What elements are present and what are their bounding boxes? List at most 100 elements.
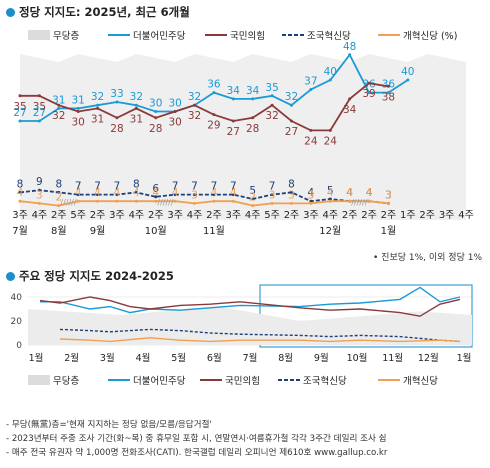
data-label: 30 (168, 117, 181, 129)
data-point (386, 84, 390, 88)
data-point (37, 94, 41, 98)
bullet-dot-icon (6, 271, 15, 281)
data-point (289, 119, 293, 123)
data-point (76, 106, 80, 110)
data-point (386, 201, 390, 205)
month-label: 9월 (90, 225, 106, 237)
data-label: 36 (207, 79, 221, 91)
x-tick-label: 3주 (303, 210, 319, 221)
x-tick-label: 2주 (51, 210, 67, 221)
data-point (270, 103, 274, 107)
x-tick-label: 3주 (439, 210, 455, 221)
month-label: 12월 (418, 352, 439, 364)
chart-2-title-row: 주요 정당 지지도 2024-2025 (6, 268, 174, 284)
data-label: 3 (288, 189, 295, 201)
data-point (348, 97, 352, 101)
data-point (406, 78, 410, 82)
data-point (289, 103, 293, 107)
data-point (251, 97, 255, 101)
data-label: 4 (211, 187, 218, 199)
gap-hatch-label: ////// (157, 198, 173, 207)
data-label: 4 (327, 187, 334, 199)
data-point (115, 100, 119, 104)
data-point (115, 199, 119, 203)
x-tick-label: 2주 (148, 210, 164, 221)
data-point (115, 116, 119, 120)
month-label: 5월 (171, 352, 186, 364)
series-line-국민의힘 (20, 82, 389, 132)
data-point (212, 91, 216, 95)
month-label: 7월 (12, 225, 28, 237)
undecided-area (28, 306, 472, 345)
data-point (173, 199, 177, 203)
data-label: 32 (265, 110, 278, 122)
data-label: 3 (269, 189, 276, 201)
bullet-dot-icon (6, 7, 15, 17)
data-point (348, 53, 352, 57)
month-label: 1월 (457, 352, 472, 364)
data-label: 28 (149, 123, 162, 135)
x-tick-label: 2주 (381, 210, 397, 221)
data-label: 32 (188, 91, 201, 103)
x-tick-label: 4주 (245, 210, 261, 221)
x-tick-label: 2주 (342, 210, 358, 221)
data-label: 32 (188, 110, 201, 122)
chart-2-title: 주요 정당 지지도 2024-2025 (19, 269, 174, 283)
y-tick-label: 0 (16, 341, 22, 351)
data-point (57, 204, 61, 208)
data-point (309, 199, 313, 203)
data-point (231, 193, 235, 197)
data-point (309, 201, 313, 205)
data-label: 7 (269, 181, 276, 193)
data-point (18, 199, 22, 203)
x-tick-label: 2주 (90, 210, 106, 221)
data-point (212, 199, 216, 203)
data-label: 8 (133, 178, 140, 190)
data-label: 7 (191, 181, 198, 193)
data-label: 32 (130, 91, 143, 103)
x-tick-label: 3주 (109, 210, 125, 221)
data-label: 3 (308, 189, 315, 201)
data-label: 8 (55, 178, 62, 190)
data-label: 8 (17, 178, 24, 190)
legend-label: 무당층 (53, 376, 79, 387)
data-point (18, 190, 22, 194)
data-point (231, 199, 235, 203)
note-3: - 매주 전국 유권자 약 1,000명 전화조사(CATI). 한국갤럽 데일… (6, 448, 388, 458)
data-label: 29 (207, 120, 220, 132)
data-label: 35 (13, 101, 26, 113)
data-label: 32 (91, 91, 104, 103)
legend-label: 개혁신당 (%) (403, 31, 457, 42)
data-label: 5 (249, 185, 256, 197)
data-label: 31 (130, 113, 143, 125)
legend-label: 국민의힘 (225, 376, 260, 387)
data-label: 40 (324, 66, 337, 78)
data-point (309, 87, 313, 91)
data-point (367, 91, 371, 95)
data-point (193, 103, 197, 107)
y-tick-label: 40 (11, 293, 23, 303)
data-point (231, 97, 235, 101)
data-label: 48 (343, 41, 356, 53)
month-label: 11월 (203, 225, 225, 237)
month-label: 2월 (64, 352, 79, 364)
month-label: 9월 (314, 352, 329, 364)
data-label: 27 (33, 107, 46, 119)
data-label: 35 (265, 82, 278, 94)
data-point (289, 190, 293, 194)
data-point (154, 199, 158, 203)
x-tick-label: 5주 (70, 210, 86, 221)
x-tick-label: 4주 (458, 210, 474, 221)
legend-label: 더불어민주당 (133, 31, 186, 42)
x-tick-label: 4주 (322, 210, 338, 221)
data-label: 32 (52, 110, 65, 122)
x-tick-label: 2주 (206, 210, 222, 221)
data-label: 3 (191, 189, 198, 201)
data-label: 30 (168, 98, 181, 110)
month-label: 3월 (100, 352, 115, 364)
month-label: 1월 (381, 225, 397, 237)
x-tick-label: 3주 (12, 210, 28, 221)
data-label: 4 (17, 187, 24, 199)
data-point (251, 116, 255, 120)
